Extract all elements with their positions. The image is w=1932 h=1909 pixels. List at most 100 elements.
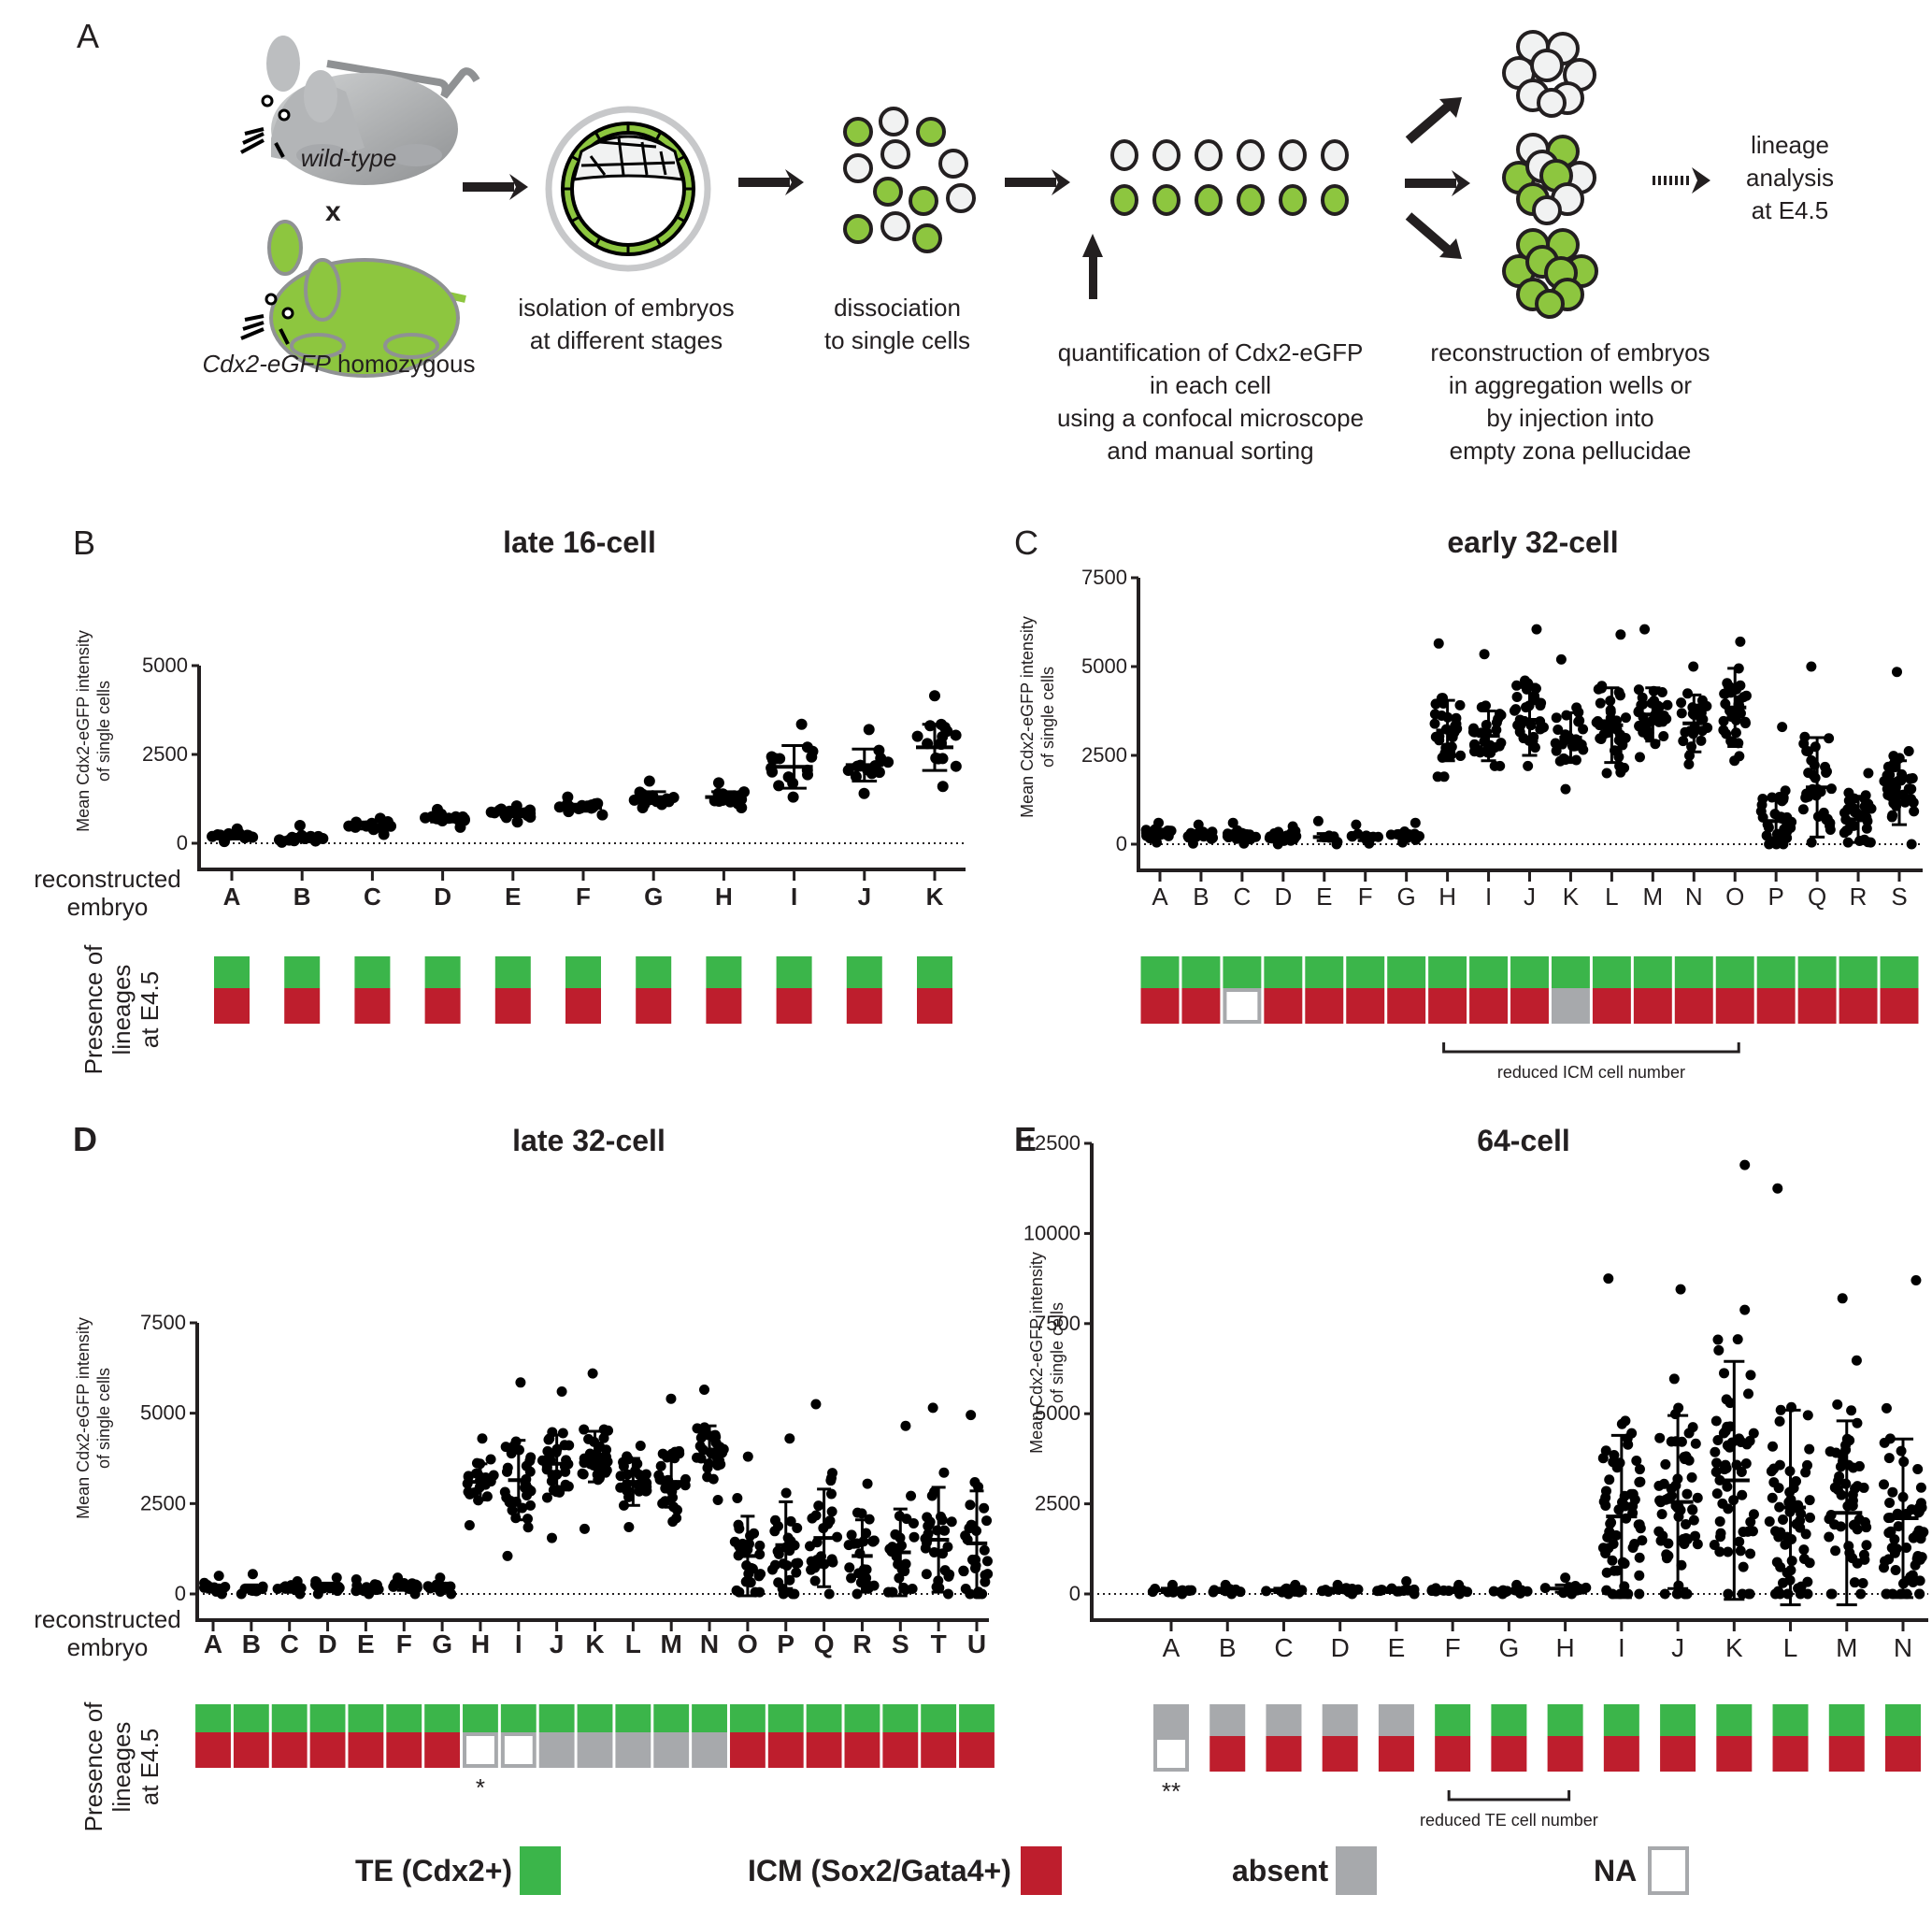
x-category-label-e: N <box>1894 1633 1912 1662</box>
data-point-d <box>852 1588 863 1600</box>
data-point-d <box>556 1385 567 1397</box>
lineage-icm-cell-d <box>844 1732 880 1768</box>
data-point-e <box>1802 1410 1813 1421</box>
data-point-d <box>844 1562 855 1573</box>
caption-line: dissociation <box>834 294 961 322</box>
data-point-c <box>1658 730 1669 741</box>
x-category-label-d: U <box>967 1629 986 1658</box>
data-point-c <box>1777 722 1788 733</box>
lineage-icm-cell-c <box>1715 988 1754 1024</box>
x-category-label-c: S <box>1891 883 1907 911</box>
data-point-e <box>1912 1463 1924 1474</box>
lineage-te-cell-d <box>844 1704 880 1732</box>
data-point-d <box>921 1569 932 1580</box>
data-point-d <box>966 1410 977 1421</box>
data-point-b <box>850 770 862 782</box>
data-point-e <box>1668 1373 1680 1385</box>
lineage-te-cell-b <box>354 956 391 988</box>
lineage-icm-cell-c-na <box>1226 992 1258 1020</box>
lineage-te-cell-c <box>1839 956 1878 988</box>
blastocyst-embryo-icon <box>545 106 711 272</box>
side-line: reconstructed <box>34 1605 181 1633</box>
data-point-e <box>1635 1476 1646 1487</box>
data-point-b <box>806 751 818 763</box>
data-point-e <box>1735 1545 1746 1557</box>
data-point-c <box>1810 772 1821 783</box>
data-point-b <box>634 786 646 798</box>
data-point-e <box>1714 1546 1725 1557</box>
data-point-c <box>1480 700 1491 711</box>
data-point-d <box>564 1440 575 1451</box>
data-point-d <box>981 1556 993 1567</box>
data-point-e <box>1767 1492 1778 1503</box>
data-point-c <box>1347 831 1358 842</box>
lineage-te-cell-e <box>1660 1704 1696 1736</box>
data-point-d <box>780 1487 792 1499</box>
data-point-c <box>1511 680 1523 691</box>
lineage-icm-cell-d-na <box>466 1736 494 1764</box>
lineage-te-cell-d <box>463 1704 498 1732</box>
data-point-d <box>846 1572 857 1584</box>
data-point-e <box>1858 1482 1869 1493</box>
data-point-d <box>485 1454 496 1465</box>
x-category-label-e: J <box>1671 1633 1684 1662</box>
data-point-d <box>660 1483 671 1494</box>
data-point-e <box>1800 1529 1811 1540</box>
data-point-e <box>1846 1405 1857 1416</box>
lineage-icm-cell-d <box>882 1732 919 1768</box>
lineage-te-cell-d <box>729 1704 766 1732</box>
data-point-e <box>1778 1514 1789 1525</box>
data-point-d <box>896 1560 908 1572</box>
data-point-d <box>659 1496 670 1507</box>
x-category-label-c: D <box>1274 883 1292 911</box>
x-category-label-d: S <box>892 1629 909 1658</box>
data-point-e <box>1659 1588 1670 1600</box>
x-category-label-b: A <box>223 883 241 911</box>
data-point-d <box>792 1523 803 1534</box>
data-point-e <box>1609 1565 1620 1576</box>
data-point-d <box>923 1520 934 1531</box>
data-point-e <box>1732 1334 1743 1345</box>
data-point-e <box>1666 1436 1677 1447</box>
wild-type-label: wild-type <box>300 144 397 172</box>
data-point-b <box>293 820 306 831</box>
y-tick-label-b: 0 <box>177 831 188 854</box>
lineage-icm-cell-c <box>1428 988 1467 1024</box>
x-category-label-c: F <box>1358 883 1373 911</box>
data-point-e <box>1372 1586 1383 1597</box>
data-point-b <box>937 781 949 793</box>
data-point-e <box>1401 1576 1412 1587</box>
data-point-d <box>813 1500 824 1512</box>
legend-swatch-icm <box>1020 1846 1062 1895</box>
lineage-icm-cell-e-na <box>1157 1740 1185 1768</box>
caption-line: using a confocal microscope <box>1056 404 1365 432</box>
lineage-icm-cell-e <box>1603 1736 1639 1772</box>
data-point-d <box>199 1577 210 1588</box>
data-point-c <box>1824 733 1835 744</box>
data-point-e <box>1911 1275 1922 1286</box>
data-point-e <box>1912 1550 1924 1561</box>
data-point-c <box>1222 828 1233 840</box>
data-point-d <box>692 1423 703 1434</box>
data-point-e <box>1740 1457 1752 1469</box>
data-point-c <box>1890 793 1901 804</box>
data-point-e <box>1661 1553 1672 1564</box>
data-point-e <box>1738 1561 1749 1572</box>
data-point-d <box>979 1544 990 1556</box>
lineage-icm-cell-d <box>233 1732 269 1768</box>
data-point-c <box>1554 755 1566 767</box>
data-point-e <box>1881 1402 1892 1414</box>
data-point-d <box>868 1535 880 1546</box>
lineage-te-cell-e <box>1266 1704 1302 1736</box>
lineage-icm-cell-c <box>1181 988 1221 1024</box>
data-point-b <box>766 762 778 774</box>
data-point-d <box>603 1425 614 1436</box>
lineage-icm-cell-e <box>1322 1736 1358 1772</box>
x-category-label-c: J <box>1524 883 1536 911</box>
data-point-c <box>1535 700 1546 711</box>
data-point-b <box>863 724 875 736</box>
data-point-d <box>927 1402 938 1414</box>
data-point-c <box>1882 761 1894 772</box>
x-category-label-c: L <box>1605 883 1618 911</box>
x-category-label-b: K <box>926 883 944 911</box>
